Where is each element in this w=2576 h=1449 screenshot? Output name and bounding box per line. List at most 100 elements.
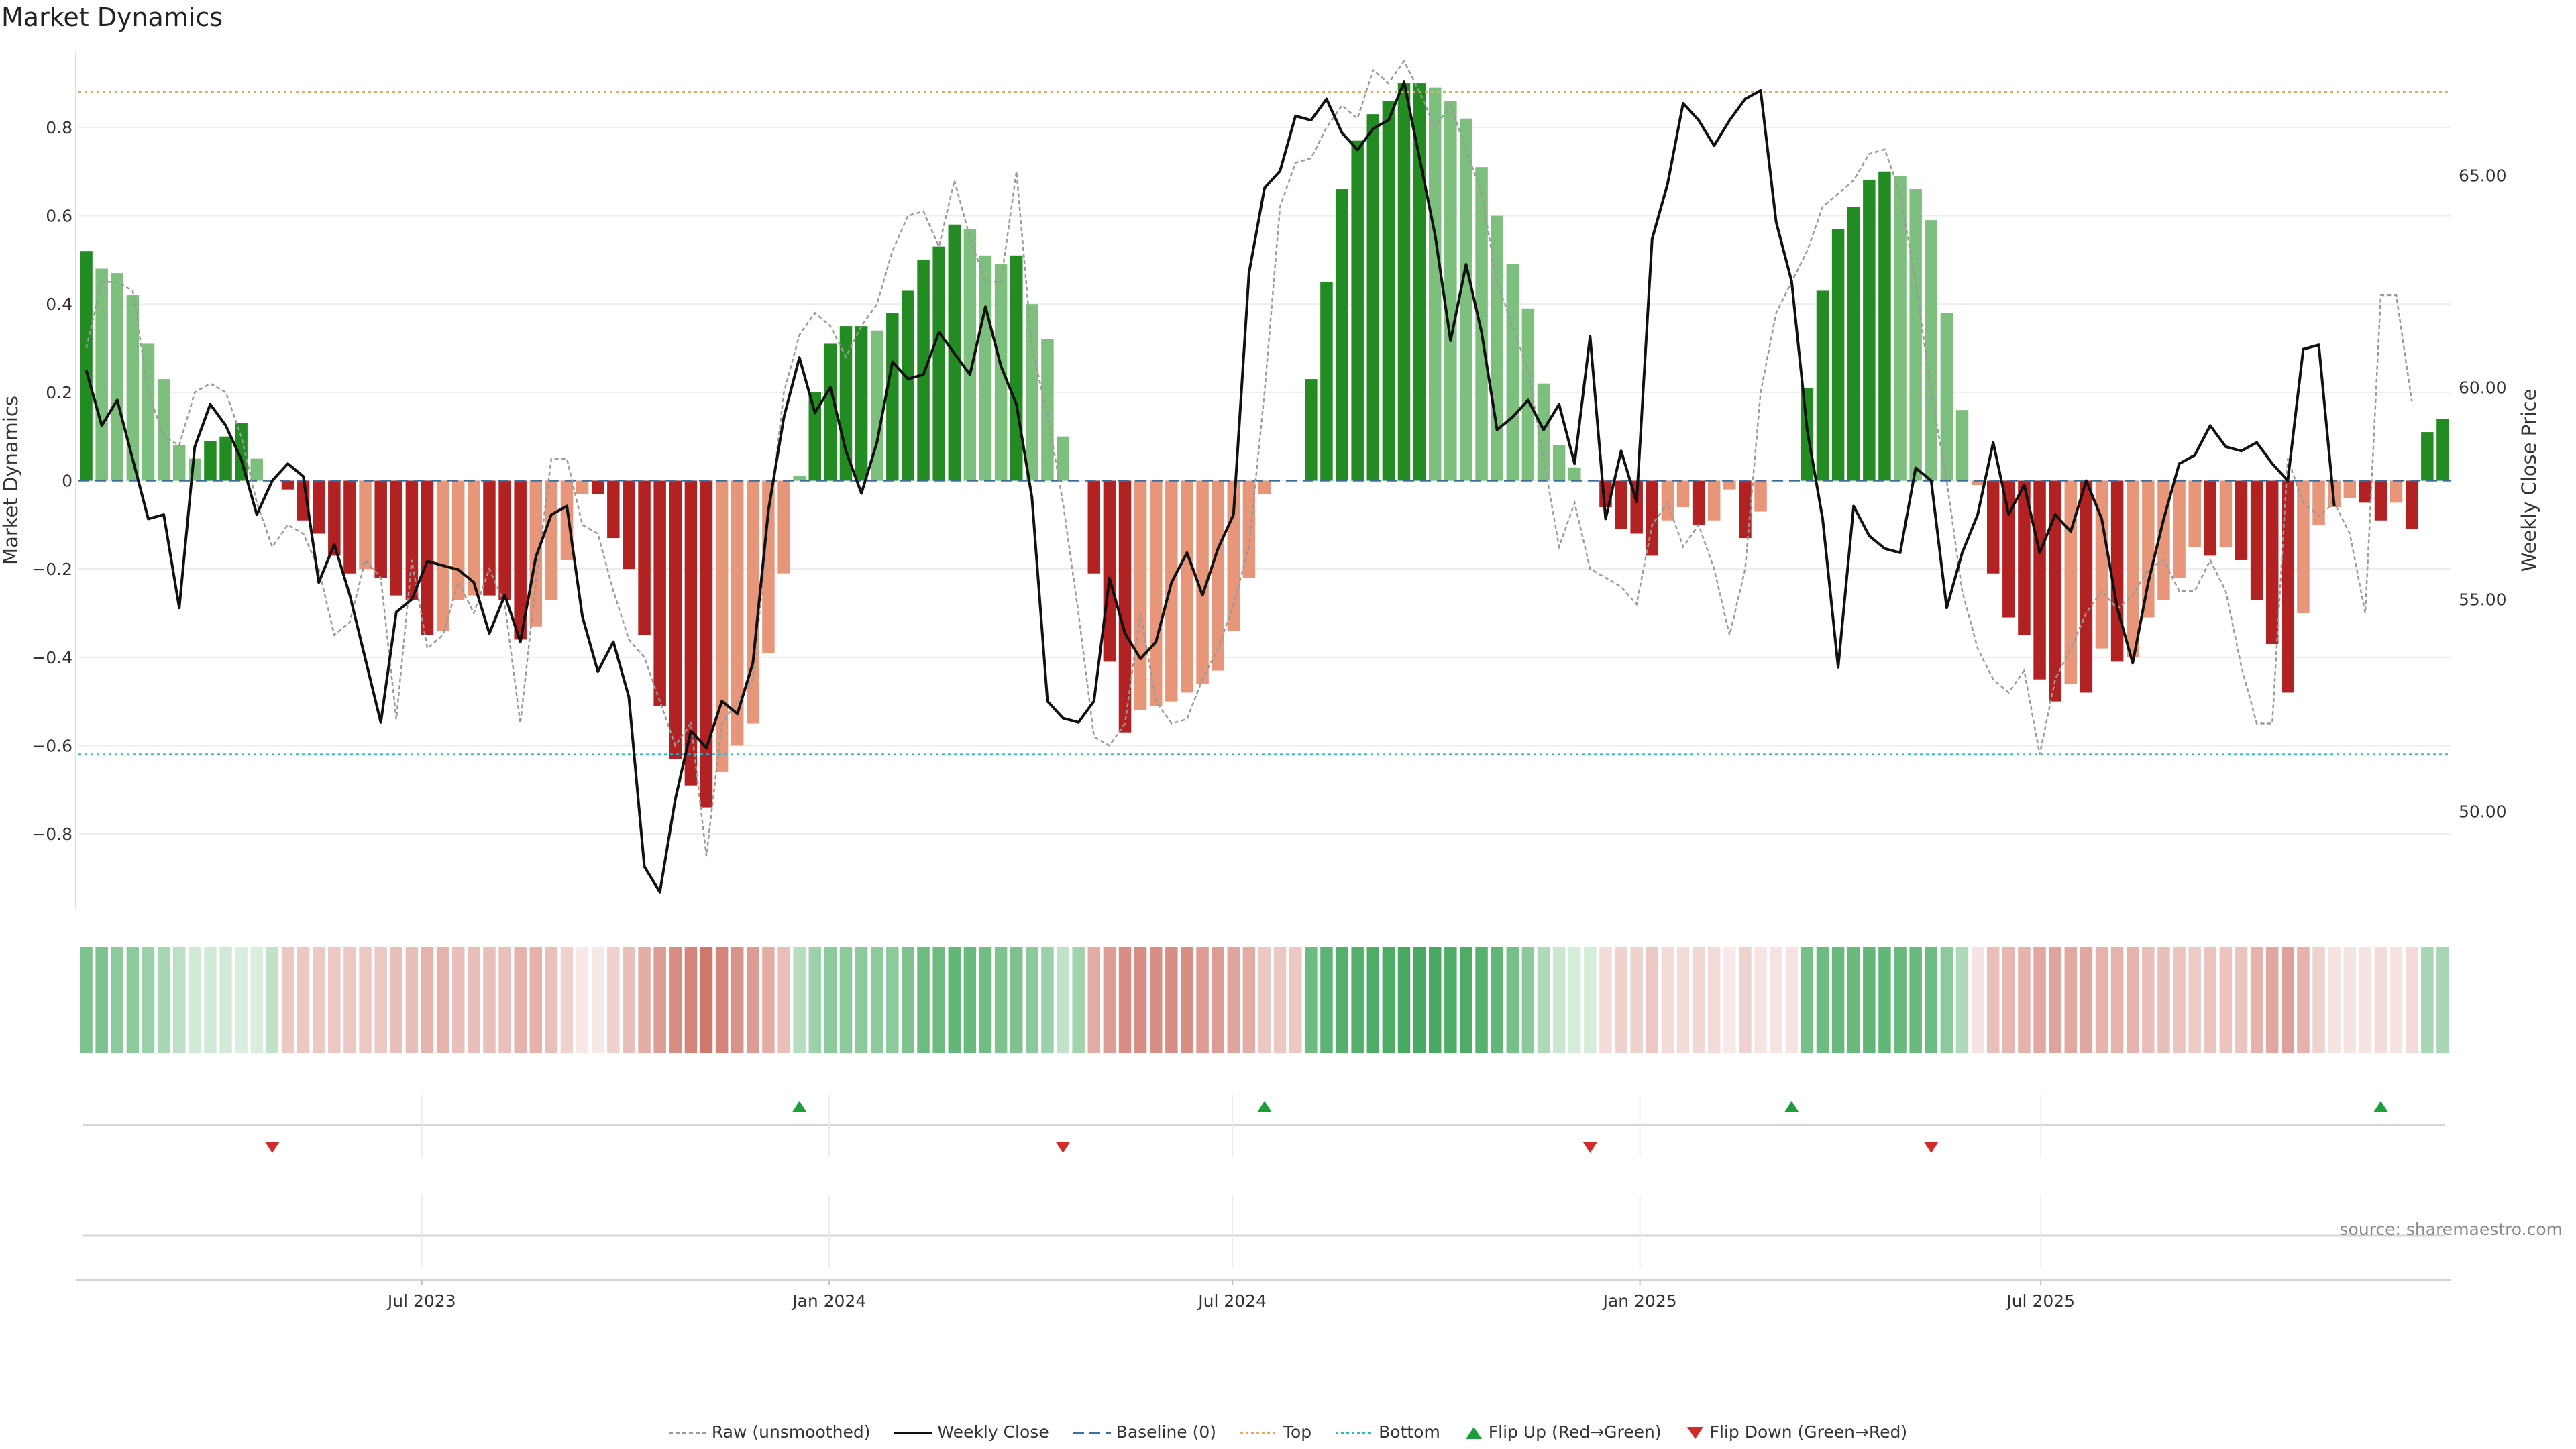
dynamics-bar xyxy=(1707,480,1721,521)
dynamics-bar xyxy=(2219,480,2233,547)
dynamics-bar xyxy=(963,229,977,481)
y-left-tick-label: 0.8 xyxy=(46,118,72,138)
heat-strip-cell xyxy=(2297,947,2310,1053)
dynamics-bar xyxy=(1537,383,1550,481)
heat-strip-cell xyxy=(1925,947,1938,1053)
dynamics-bar xyxy=(405,480,419,600)
heat-strip-cell xyxy=(839,947,853,1053)
heat-strip-cell xyxy=(157,947,170,1053)
heat-strip-cell xyxy=(451,947,465,1053)
dynamics-bar xyxy=(1878,171,1891,481)
heat-strip-cell xyxy=(1491,947,1503,1053)
legend-baseline: Baseline (0) xyxy=(1073,1422,1216,1442)
heat-strip-cell xyxy=(2110,947,2124,1053)
dynamics-bar xyxy=(359,480,372,570)
heat-strip-cell xyxy=(1134,947,1147,1053)
heat-strip-cell xyxy=(591,947,604,1053)
dynamics-bar xyxy=(591,480,604,494)
heat-strip-cell xyxy=(390,947,403,1053)
legend-top: Top xyxy=(1240,1422,1311,1442)
heat-strip-cell xyxy=(1940,947,1953,1053)
heat-strip-cell xyxy=(2033,947,2046,1053)
heat-strip-cell xyxy=(1444,947,1457,1053)
heat-strip-cell xyxy=(948,947,961,1053)
heat-strip-cell xyxy=(917,947,930,1053)
heat-strip-cell xyxy=(95,947,108,1053)
heat-strip-cell xyxy=(2359,947,2372,1053)
flip-up-marker xyxy=(2373,1101,2388,1112)
legend-raw-label: Raw (unsmoothed) xyxy=(711,1421,871,1442)
heat-strip-cell xyxy=(886,947,899,1053)
heat-strip-cell xyxy=(669,947,682,1053)
x-tick-label: Jan 2025 xyxy=(1602,1291,1677,1311)
dynamics-bar xyxy=(669,480,682,759)
heat-strip-cell xyxy=(1615,947,1627,1053)
dynamics-bar xyxy=(2173,480,2186,578)
heat-strip-cell xyxy=(607,947,620,1053)
heat-strip-cell xyxy=(126,947,140,1053)
heat-strip-cell xyxy=(1863,947,1876,1053)
dynamics-bar xyxy=(95,268,108,481)
heat-strip-cell xyxy=(684,947,698,1053)
heat-strip-cell xyxy=(623,947,635,1053)
dynamics-bar xyxy=(1057,436,1069,481)
heat-strip-cell xyxy=(1770,947,1782,1053)
legend-close: Weekly Close xyxy=(894,1422,1049,1442)
heat-strip-cell xyxy=(2157,947,2170,1053)
heat-strip-cell xyxy=(1026,947,1038,1053)
heat-strip-cell xyxy=(219,947,232,1053)
heat-strip-cell xyxy=(1599,947,1612,1053)
dynamics-bar xyxy=(157,379,170,481)
heat-strip-cell xyxy=(111,947,124,1053)
dynamics-bar xyxy=(2064,480,2078,684)
flip-down-marker xyxy=(264,1142,280,1153)
heat-strip-cell xyxy=(1413,947,1426,1053)
dynamics-bar xyxy=(1460,118,1472,481)
dynamics-bar xyxy=(2312,480,2325,525)
dynamics-bar xyxy=(1149,480,1163,706)
heat-strip-cell xyxy=(653,947,666,1053)
dynamics-bar xyxy=(2142,480,2155,618)
heat-strip-cell xyxy=(1692,947,1705,1053)
dynamics-bar xyxy=(1305,379,1318,481)
heat-strip-cell xyxy=(483,947,496,1053)
dynamics-bar xyxy=(1165,480,1178,702)
heat-strip-cell xyxy=(498,947,511,1053)
source-credit: source: sharemaestro.com xyxy=(2339,1220,2563,1239)
legend-bottom: Bottom xyxy=(1336,1422,1440,1442)
dynamics-bar xyxy=(1041,339,1054,481)
dynamics-bar xyxy=(700,480,713,808)
heat-strip-cell xyxy=(80,947,93,1053)
heat-strip-cell xyxy=(1707,947,1721,1053)
y-left-tick-label: 0.2 xyxy=(46,383,72,402)
heat-strip-cell xyxy=(747,947,759,1053)
heat-strip-cell xyxy=(1521,947,1535,1053)
heat-strip-cell xyxy=(824,947,837,1053)
heat-strip-cell xyxy=(2405,947,2418,1053)
heat-strip-cell xyxy=(2064,947,2078,1053)
heat-strip-cell xyxy=(1584,947,1597,1053)
dynamics-bar xyxy=(2374,480,2387,521)
dynamics-bar xyxy=(312,480,325,534)
dynamics-bar xyxy=(1955,410,1969,481)
flip-up-marker xyxy=(1257,1101,1272,1112)
heat-strip-cell xyxy=(1103,947,1116,1053)
dynamics-bar xyxy=(1568,467,1581,481)
dynamics-bar xyxy=(715,480,729,772)
dynamics-bar xyxy=(451,480,465,600)
dynamics-bar xyxy=(747,480,759,724)
heat-strip-cell xyxy=(2080,947,2093,1053)
dynamics-bar xyxy=(855,326,868,481)
dynamics-bar xyxy=(2018,480,2031,635)
heat-strip-cell xyxy=(1428,947,1442,1053)
heat-strip-cell xyxy=(1816,947,1829,1053)
dynamics-bar xyxy=(219,436,232,481)
dynamics-bar xyxy=(777,480,790,574)
dynamics-bar xyxy=(172,445,186,481)
dynamics-bar xyxy=(189,458,201,481)
heat-strip-cell xyxy=(2188,947,2201,1053)
y-left-tick-label: 0.6 xyxy=(46,207,72,226)
x-tick-label: Jan 2024 xyxy=(791,1291,866,1311)
heat-strip-cell xyxy=(1320,947,1333,1053)
heat-strip-cell xyxy=(1971,947,1984,1053)
